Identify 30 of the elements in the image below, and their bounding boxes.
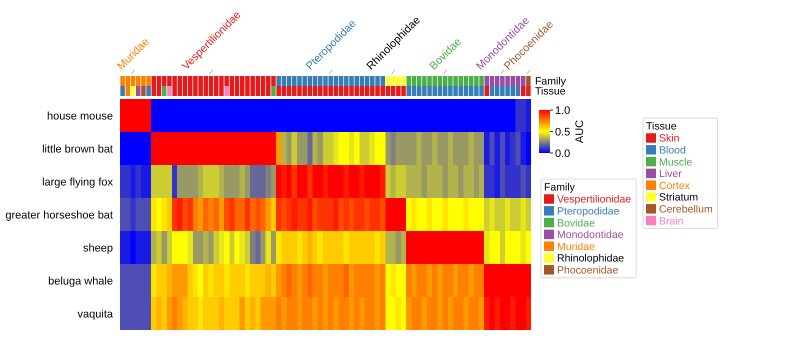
legend-label: Bovidae [557,217,596,230]
y-tick-label: sheep [83,242,113,254]
legend-title: Tissue [646,120,677,133]
color-bar-label: 0.0 [555,148,570,160]
color-bar-label: 1.0 [555,104,570,117]
y-tick-label: beluga whale [48,275,113,288]
legend-label: Muscle [659,156,692,168]
color-bar-label: 0.5 [555,126,570,138]
legend-label: Vespertilionidae [557,194,632,206]
y-tick-label: little brown bat [42,143,113,156]
y-tick-label: greater horseshoe bat [5,209,113,222]
legend-title: Family [544,182,576,194]
color-bar-title: AUC [574,120,586,144]
y-axis-title: Tissue [535,86,566,98]
legend-label: Striatum [659,192,698,204]
legend-label: Pteropodidae [557,205,620,218]
y-axis-title: Family [535,76,567,88]
legend-label: Rhinolophidae [557,252,624,265]
legend-label: Brain [659,215,684,228]
legend-label: Skin [659,132,680,145]
legend-label: Cerebellum [659,203,713,216]
y-tick-label: large flying fox [42,176,114,188]
legend-label: Phocoenidae [557,264,618,276]
legend-label: Liver [659,168,682,180]
y-tick-label: vaquita [78,308,114,320]
legend-label: Blood [659,144,686,156]
legend-label: Muridae [557,240,596,253]
y-tick-label: house mouse [46,110,113,122]
legend-label: Monodontidae [557,229,624,242]
legend-label: Cortex [659,180,691,192]
